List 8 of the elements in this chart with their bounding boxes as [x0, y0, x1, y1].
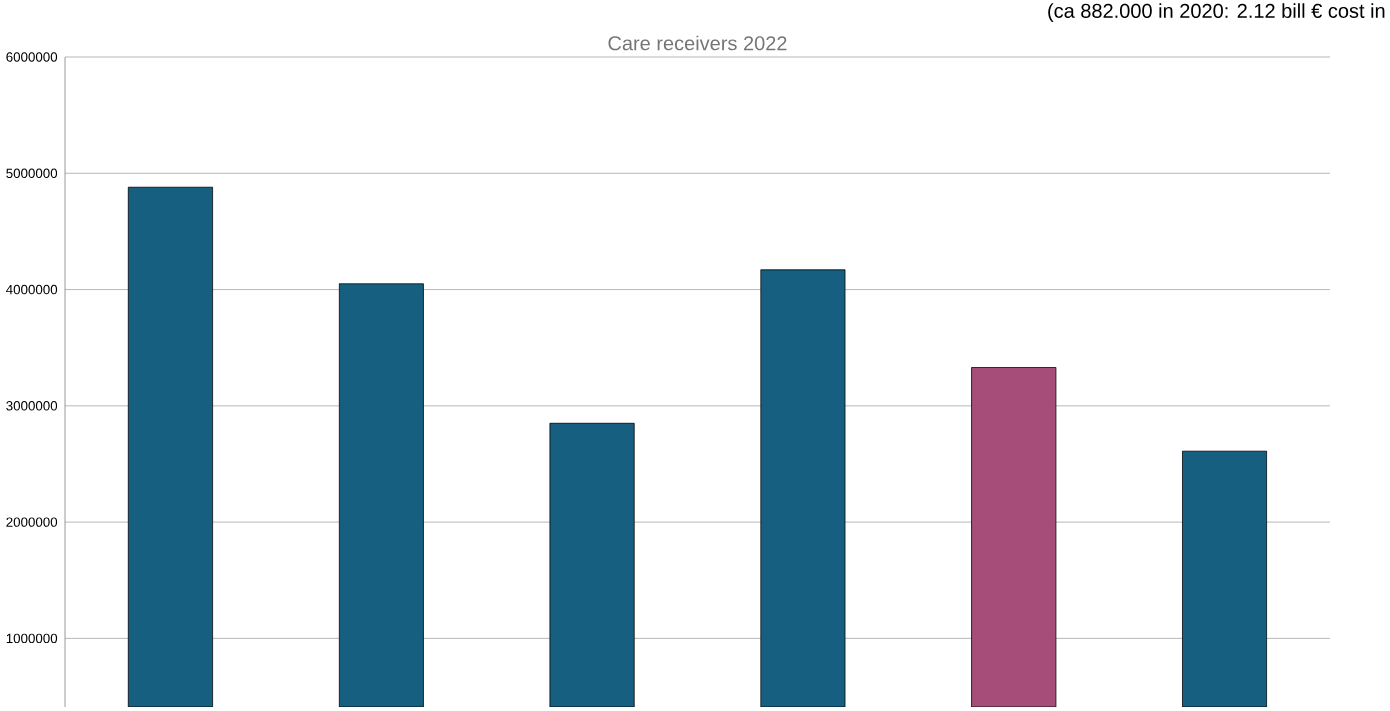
y-tick-label: 3000000: [6, 401, 58, 411]
y-tick-label: 4000000: [6, 284, 58, 295]
y-tick-label: 1000000: [6, 633, 58, 644]
y-tick-label: 6000000: [6, 52, 58, 62]
chart-title: Care receivers 2022: [608, 35, 787, 51]
text: (ca 882.000 in 2020: 2.12 bill € cost in: [1048, 3, 1385, 22]
y-tick-label: 5000000: [6, 168, 58, 178]
y-tick-label: 2000000: [6, 517, 58, 527]
